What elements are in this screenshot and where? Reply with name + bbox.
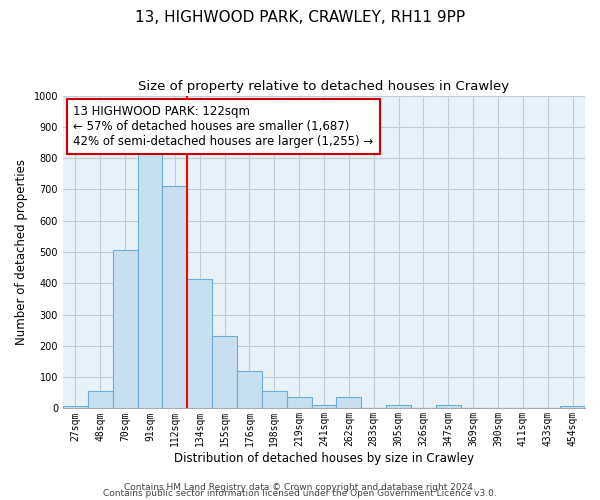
- Bar: [436, 404, 461, 408]
- Text: Contains HM Land Registry data © Crown copyright and database right 2024.: Contains HM Land Registry data © Crown c…: [124, 484, 476, 492]
- Bar: [262, 390, 287, 408]
- Bar: [237, 372, 262, 408]
- Text: 13, HIGHWOOD PARK, CRAWLEY, RH11 9PP: 13, HIGHWOOD PARK, CRAWLEY, RH11 9PP: [135, 10, 465, 25]
- Y-axis label: Number of detached properties: Number of detached properties: [15, 159, 28, 345]
- Bar: [88, 390, 113, 408]
- Text: 13 HIGHWOOD PARK: 122sqm
← 57% of detached houses are smaller (1,687)
42% of sem: 13 HIGHWOOD PARK: 122sqm ← 57% of detach…: [73, 105, 374, 148]
- Bar: [287, 398, 311, 408]
- Title: Size of property relative to detached houses in Crawley: Size of property relative to detached ho…: [139, 80, 509, 93]
- Bar: [113, 250, 137, 408]
- Bar: [137, 152, 163, 408]
- Bar: [560, 406, 585, 408]
- Bar: [212, 336, 237, 408]
- Bar: [386, 404, 411, 408]
- Bar: [63, 406, 88, 408]
- Bar: [163, 186, 187, 408]
- Bar: [311, 404, 337, 408]
- X-axis label: Distribution of detached houses by size in Crawley: Distribution of detached houses by size …: [174, 452, 474, 465]
- Bar: [337, 398, 361, 408]
- Bar: [187, 278, 212, 408]
- Text: Contains public sector information licensed under the Open Government Licence v3: Contains public sector information licen…: [103, 490, 497, 498]
